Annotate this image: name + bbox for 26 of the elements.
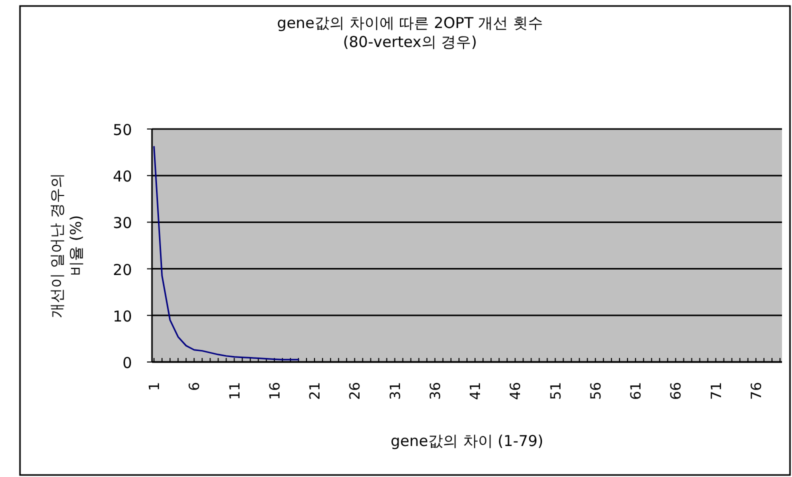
y-tick-label: 50 — [112, 121, 132, 139]
line-series — [153, 146, 300, 360]
x-tick-label: 26 — [348, 382, 364, 400]
x-tick-label: 76 — [748, 382, 765, 400]
y-tick-label: 30 — [112, 214, 132, 232]
x-tick-label: 1 — [147, 382, 163, 391]
chart-title: gene값의 차이에 따른 2OPT 개선 횟수 (80-vertex의 경우) — [277, 14, 543, 51]
x-tick-label: 31 — [388, 382, 404, 400]
y-tick-label: 0 — [122, 354, 132, 372]
x-tick-label: 16 — [267, 382, 284, 400]
x-tick-label: 46 — [508, 382, 524, 400]
y-tick-label: 20 — [112, 260, 132, 279]
x-tick-label: 61 — [628, 382, 645, 400]
x-axis-title: gene값의 차이 (1-79) — [390, 432, 544, 450]
x-tick-label: 6 — [187, 382, 204, 391]
x-tick-label: 66 — [668, 382, 685, 400]
y-axis-title: 개선이 일어난 경우의 비율 (%) — [48, 173, 85, 318]
x-tick-label: 36 — [428, 382, 444, 400]
x-tick-label: 51 — [548, 382, 564, 400]
x-tick-label: 71 — [708, 382, 725, 400]
x-tick-label: 41 — [468, 382, 484, 400]
x-tick-label: 11 — [227, 382, 244, 400]
y-tick-label: 10 — [112, 307, 132, 326]
x-tick-label: 56 — [588, 382, 604, 400]
y-tick-label: 40 — [112, 168, 132, 186]
x-tick-label: 21 — [308, 382, 324, 400]
